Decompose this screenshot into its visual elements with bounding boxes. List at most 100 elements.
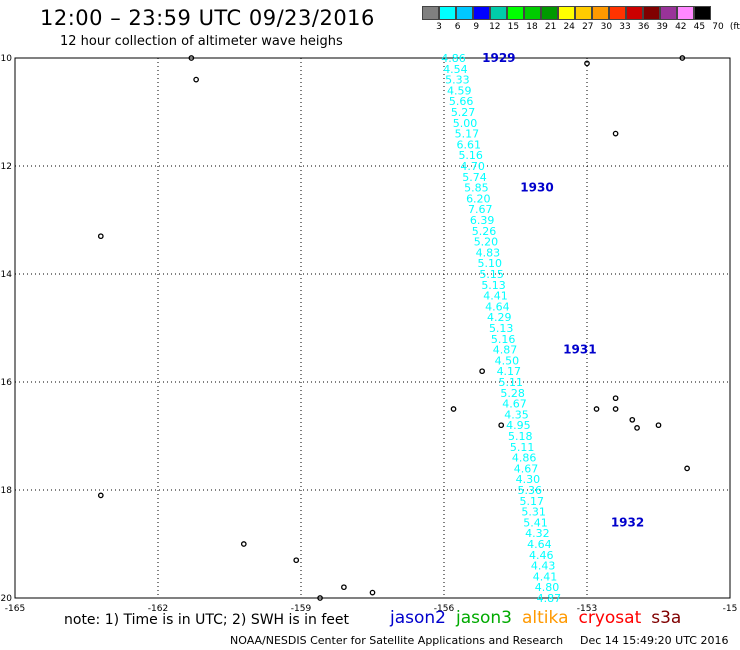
swh-value: 4.86 bbox=[441, 52, 466, 65]
swh-value: 4.87 bbox=[493, 344, 518, 357]
generation-timestamp: Dec 14 15:49:20 UTC 2016 bbox=[580, 634, 729, 647]
scale-label: 3 bbox=[436, 22, 442, 32]
swh-value: 6.20 bbox=[466, 192, 491, 205]
swh-value: 4.95 bbox=[506, 419, 531, 432]
mission-label: s3a bbox=[651, 608, 682, 628]
swh-value: 5.11 bbox=[498, 376, 523, 389]
latitude-tick-label: -10 bbox=[0, 54, 12, 64]
scale-label: 70 bbox=[712, 22, 724, 32]
island-outline bbox=[634, 425, 640, 431]
scale-swatch bbox=[490, 6, 507, 20]
mission-label: jason2 bbox=[390, 608, 446, 628]
island-outline bbox=[612, 395, 619, 402]
swh-value: 5.10 bbox=[478, 257, 503, 270]
scale-swatch bbox=[626, 6, 643, 20]
island-outline bbox=[584, 60, 590, 67]
island-outline bbox=[369, 589, 376, 596]
swh-value: 4.54 bbox=[443, 63, 468, 76]
swh-value: 5.36 bbox=[518, 484, 543, 497]
swh-value: 4.46 bbox=[529, 549, 554, 562]
scale-label: 18 bbox=[526, 22, 538, 32]
swh-value: 4.64 bbox=[485, 300, 510, 313]
swh-value: 4.59 bbox=[447, 84, 472, 97]
swh-value: 4.87 bbox=[537, 592, 562, 605]
latitude-tick-label: -20 bbox=[0, 594, 12, 604]
pass-time-label: 1931 bbox=[563, 343, 596, 357]
swh-value: 5.00 bbox=[453, 117, 478, 130]
swh-value: 5.16 bbox=[491, 333, 516, 346]
swh-value: 5.66 bbox=[449, 95, 474, 108]
scale-swatch bbox=[609, 6, 626, 20]
scale-label: 6 bbox=[454, 22, 461, 32]
scale-label: 36 bbox=[637, 22, 650, 32]
mission-label: jason3 bbox=[456, 608, 512, 628]
latitude-tick-label: -16 bbox=[0, 378, 12, 388]
scale-swatch bbox=[575, 6, 592, 20]
island-outline bbox=[188, 55, 195, 61]
credit-line: NOAA/NESDIS Center for Satellite Applica… bbox=[230, 634, 564, 647]
swh-value: 4.30 bbox=[516, 473, 541, 486]
island-outline bbox=[498, 422, 505, 429]
pass-time-label: 1932 bbox=[611, 515, 644, 529]
swh-value: 5.20 bbox=[474, 236, 499, 249]
island-outline bbox=[629, 416, 636, 423]
swh-value: 4.17 bbox=[497, 365, 522, 378]
scale-swatch bbox=[473, 6, 490, 20]
scale-swatch bbox=[507, 6, 524, 20]
swh-value: 5.13 bbox=[489, 322, 514, 335]
color-scale bbox=[422, 6, 711, 20]
swh-value: 4.70 bbox=[460, 160, 485, 173]
scale-swatch bbox=[524, 6, 541, 20]
swh-value: 5.85 bbox=[464, 182, 489, 195]
swh-value: 4.80 bbox=[535, 581, 560, 594]
scale-swatch bbox=[660, 6, 677, 20]
island-outline bbox=[612, 406, 619, 412]
pass-time-label: 1930 bbox=[520, 181, 553, 195]
latitude-tick-label: -14 bbox=[0, 270, 12, 280]
swh-value: 5.33 bbox=[445, 74, 470, 87]
swh-value: 6.39 bbox=[470, 214, 495, 227]
island-outline bbox=[679, 55, 686, 61]
island-outline bbox=[684, 465, 690, 472]
island-outline bbox=[450, 406, 457, 412]
latitude-tick-label: -18 bbox=[0, 486, 12, 496]
mission-label: altika bbox=[522, 608, 569, 628]
mission-label: cryosat bbox=[578, 608, 642, 628]
swh-value: 5.13 bbox=[481, 279, 506, 292]
scale-swatch bbox=[439, 6, 456, 20]
scale-swatch bbox=[422, 6, 439, 20]
island-outline bbox=[240, 541, 247, 547]
island-outline bbox=[341, 584, 347, 591]
mission-legend: jason2 jason3 altika cryosat s3a bbox=[390, 608, 681, 628]
scale-swatch bbox=[541, 6, 558, 20]
scale-swatch bbox=[456, 6, 473, 20]
swh-value: 4.41 bbox=[483, 290, 508, 303]
scale-swatch bbox=[592, 6, 609, 20]
scale-label: 24 bbox=[563, 22, 575, 32]
scale-label: 15 bbox=[507, 22, 520, 32]
scale-swatch bbox=[558, 6, 575, 20]
pass-time-label: 1929 bbox=[482, 51, 515, 65]
swh-value: 5.31 bbox=[521, 506, 546, 519]
island-outline bbox=[593, 406, 600, 412]
swh-value: 5.28 bbox=[500, 387, 525, 400]
swh-value: 4.64 bbox=[527, 538, 552, 551]
swh-value: 5.74 bbox=[462, 171, 487, 184]
island-outline bbox=[655, 422, 662, 429]
map-title: 12:00 – 23:59 UTC 09/23/2016 bbox=[40, 6, 375, 30]
longitude-tick-label: -156 bbox=[434, 604, 455, 614]
longitude-tick-label: -162 bbox=[148, 604, 168, 614]
scale-label: 39 bbox=[656, 22, 668, 32]
swh-value: 4.41 bbox=[533, 570, 558, 583]
swh-value: 7.67 bbox=[468, 203, 493, 216]
scale-label: 27 bbox=[582, 22, 594, 32]
scale-label: (ft) bbox=[729, 22, 740, 32]
swh-value: 5.11 bbox=[510, 441, 535, 454]
island-outline bbox=[479, 368, 485, 375]
island-outline bbox=[97, 492, 104, 499]
scale-label: 45 bbox=[693, 22, 706, 32]
swh-value: 4.67 bbox=[502, 398, 527, 411]
scale-swatch bbox=[677, 6, 694, 20]
